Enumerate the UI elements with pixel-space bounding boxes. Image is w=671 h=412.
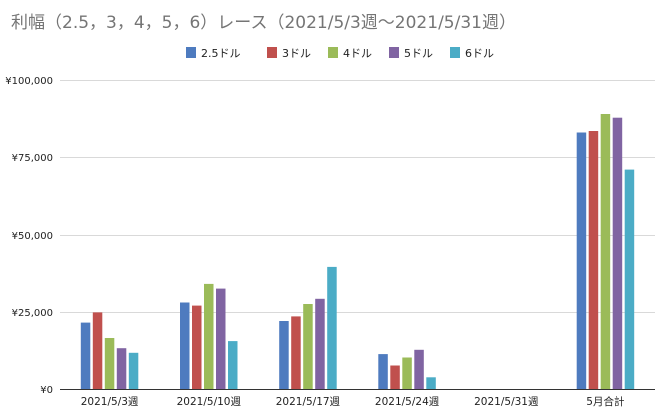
x-tick-label: 2021/5/24週	[375, 396, 440, 408]
x-tick-label: 2021/5/31週	[474, 396, 539, 408]
legend-label: 3ドル	[282, 47, 311, 60]
bar	[588, 131, 599, 389]
y-axis-ticks: ¥0 ¥25,000 ¥50,000 ¥75,000 ¥100,000	[5, 76, 53, 396]
bar	[192, 305, 202, 389]
bar	[414, 349, 424, 389]
bar	[402, 357, 412, 389]
legend-swatch	[389, 47, 399, 58]
bar	[180, 302, 190, 389]
legend-item: 4ドル	[328, 47, 372, 60]
bar	[426, 377, 436, 389]
gridlines	[60, 80, 655, 313]
x-tick-label: 2021/5/10週	[177, 396, 242, 408]
bar	[612, 117, 623, 389]
legend-swatch	[186, 47, 196, 58]
y-tick-label: ¥100,000	[5, 76, 53, 87]
legend-item: 2.5ドル	[186, 47, 241, 60]
x-tick-label: 2021/5/3週	[81, 396, 139, 408]
legend-swatch	[328, 47, 338, 58]
legend-swatch	[450, 47, 460, 58]
bar	[291, 316, 301, 389]
legend-item: 5ドル	[389, 47, 433, 60]
y-tick-label: ¥75,000	[12, 153, 53, 164]
bar	[600, 114, 611, 389]
bar	[315, 298, 325, 389]
legend-label: 5ドル	[404, 47, 433, 60]
bar	[378, 354, 388, 389]
bars	[80, 114, 635, 389]
x-axis-ticks: 2021/5/3週 2021/5/10週 2021/5/17週 2021/5/24週 2…	[81, 395, 625, 408]
bar	[216, 288, 226, 389]
legend-label: 4ドル	[343, 47, 372, 60]
bar	[624, 169, 635, 389]
bar	[303, 304, 313, 389]
x-tick-label: 2021/5/17週	[276, 396, 341, 408]
y-tick-label: ¥25,000	[12, 308, 53, 319]
legend-item: 6ドル	[450, 47, 494, 60]
y-tick-label: ¥50,000	[12, 231, 53, 242]
x-tick-label: 5月合計	[586, 395, 625, 408]
bar	[128, 352, 139, 389]
legend-swatch	[267, 47, 277, 58]
bar	[390, 365, 400, 389]
bar	[204, 283, 214, 389]
bar	[92, 312, 103, 389]
bar	[116, 348, 127, 389]
legend-item: 3ドル	[267, 47, 311, 60]
bar	[80, 322, 91, 389]
bar	[104, 338, 115, 389]
bar	[576, 132, 587, 389]
bar	[228, 341, 238, 389]
legend: 2.5ドル 3ドル 4ドル 5ドル 6ドル	[186, 47, 494, 60]
bar	[327, 266, 337, 389]
chart-title: 利幅（2.5，3，4，5，6）レース（2021/5/3週〜2021/5/31週）	[11, 13, 516, 33]
bar	[279, 321, 289, 389]
y-tick-label: ¥0	[40, 385, 53, 396]
legend-label: 2.5ドル	[201, 47, 241, 60]
legend-label: 6ドル	[465, 47, 494, 60]
